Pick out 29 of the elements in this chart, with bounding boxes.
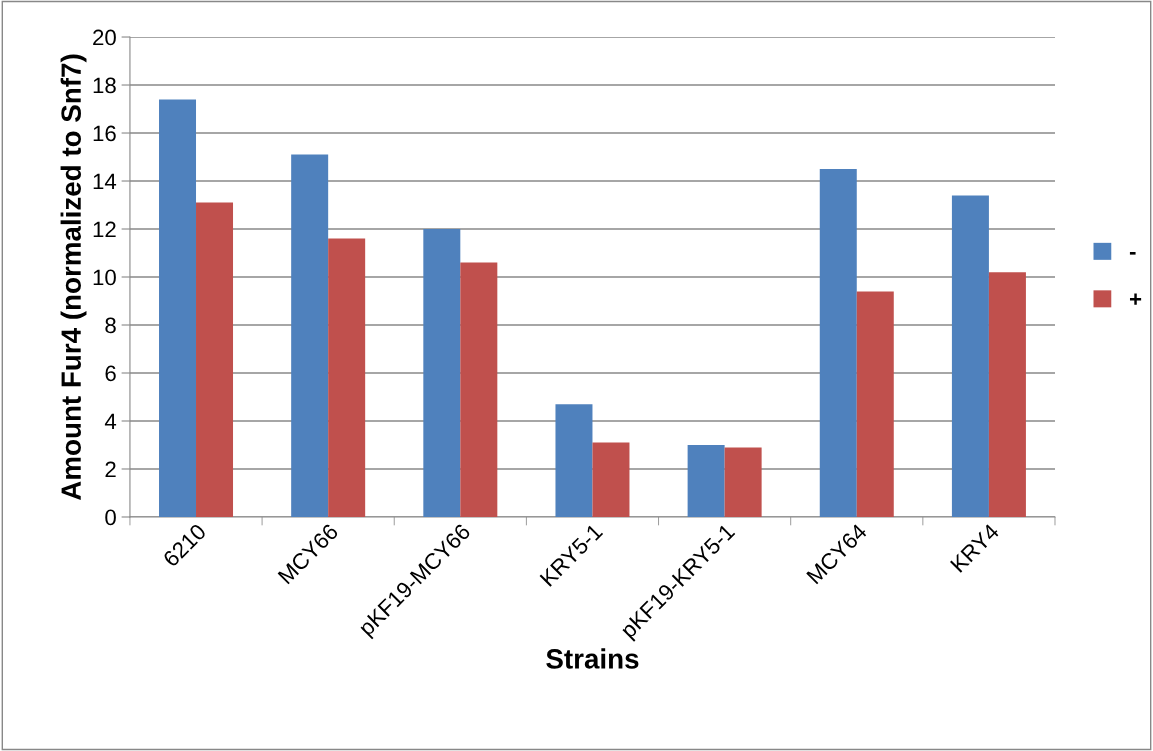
- bar: [687, 444, 725, 517]
- bar: [819, 169, 857, 517]
- bar: [196, 202, 234, 517]
- legend-label: +: [1129, 293, 1142, 305]
- bar: [555, 404, 593, 517]
- y-tick-label: 8: [105, 317, 116, 334]
- y-tick-label: 16: [93, 125, 116, 142]
- bar: [951, 195, 989, 517]
- bar: [856, 291, 894, 517]
- bar: [460, 262, 498, 517]
- y-tick-label: 12: [93, 221, 116, 238]
- bar: [291, 154, 329, 517]
- bar: [328, 238, 366, 517]
- y-tick-label: 2: [105, 461, 116, 478]
- bar: [592, 442, 630, 517]
- y-tick-label: 0: [105, 509, 116, 526]
- x-axis-title: Strains: [546, 648, 639, 669]
- y-axis-title: Amount Fur4 (normalized to Snf7): [60, 54, 87, 501]
- legend-label: -: [1129, 251, 1136, 255]
- y-tick-label: 20: [93, 29, 116, 46]
- y-tick-label: 6: [105, 365, 116, 382]
- bar: [159, 99, 197, 517]
- y-tick-label: 10: [93, 269, 116, 286]
- y-tick-label: 14: [93, 173, 117, 190]
- y-tick-label: 4: [104, 413, 117, 430]
- bar: [988, 272, 1026, 517]
- y-tick-label: 18: [93, 77, 116, 94]
- bar: [724, 447, 762, 517]
- bar: [423, 229, 461, 517]
